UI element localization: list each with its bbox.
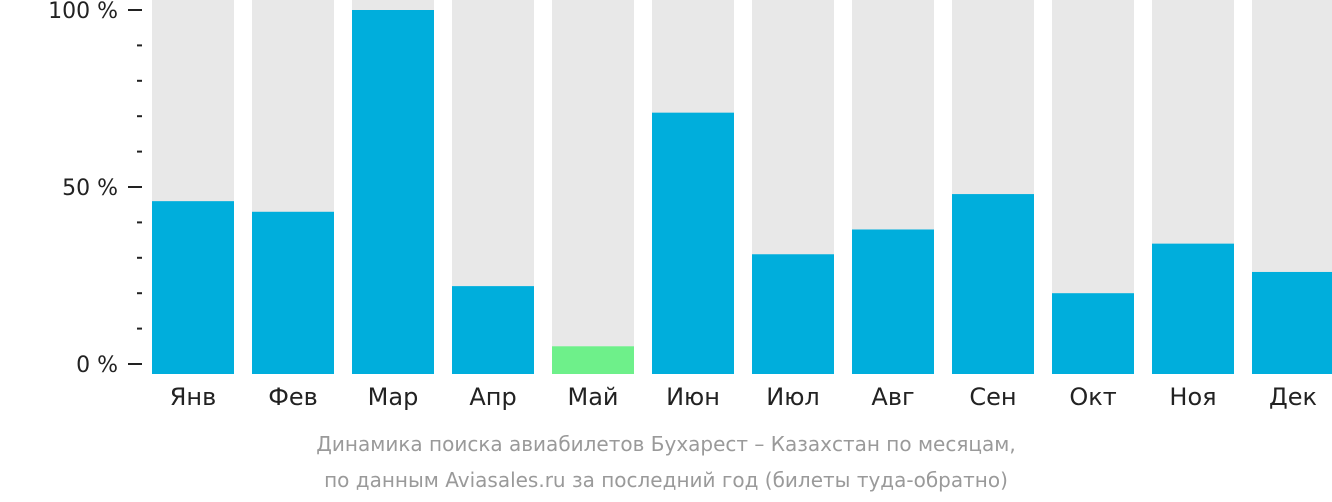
bar-group	[152, 10, 1332, 374]
bar-8	[952, 194, 1034, 374]
y-tick-label-2: 100 %	[48, 0, 118, 24]
bar-9	[1052, 293, 1134, 374]
x-axis: Янв Фев Мар Апр Май Июн Июл Авг Сен Окт Ноя Дек	[170, 383, 1317, 411]
y-axis: 0 % 50 % 100 %	[48, 0, 142, 378]
bar-5	[652, 112, 734, 374]
x-tick-label-5: Июн	[666, 383, 720, 411]
x-tick-label-7: Авг	[871, 383, 914, 411]
bar-1	[252, 211, 334, 374]
x-tick-label-0: Янв	[170, 383, 217, 411]
y-tick-label-0: 0 %	[76, 353, 118, 378]
x-tick-label-11: Дек	[1269, 383, 1317, 411]
bar-10	[1152, 243, 1234, 374]
bar-2	[352, 10, 434, 374]
x-tick-label-6: Июл	[766, 383, 820, 411]
x-tick-label-10: Ноя	[1169, 383, 1216, 411]
x-tick-label-2: Мар	[368, 383, 419, 411]
y-tick-label-1: 50 %	[62, 176, 118, 201]
x-tick-label-1: Фев	[268, 383, 318, 411]
bar-0	[152, 201, 234, 374]
chart-caption-line-2: по данным Aviasales.ru за последний год …	[324, 468, 1008, 492]
bar-track-4	[552, 0, 634, 374]
x-tick-label-8: Сен	[969, 383, 1016, 411]
bar-7	[852, 229, 934, 374]
chart-caption-line-1: Динамика поиска авиабилетов Бухарест – К…	[316, 432, 1016, 456]
bar-6	[752, 254, 834, 374]
bar-4	[552, 346, 634, 374]
x-tick-label-9: Окт	[1069, 383, 1116, 411]
bar-3	[452, 286, 534, 374]
x-tick-label-3: Апр	[469, 383, 516, 411]
x-tick-label-4: Май	[567, 383, 618, 411]
bar-11	[1252, 271, 1332, 374]
